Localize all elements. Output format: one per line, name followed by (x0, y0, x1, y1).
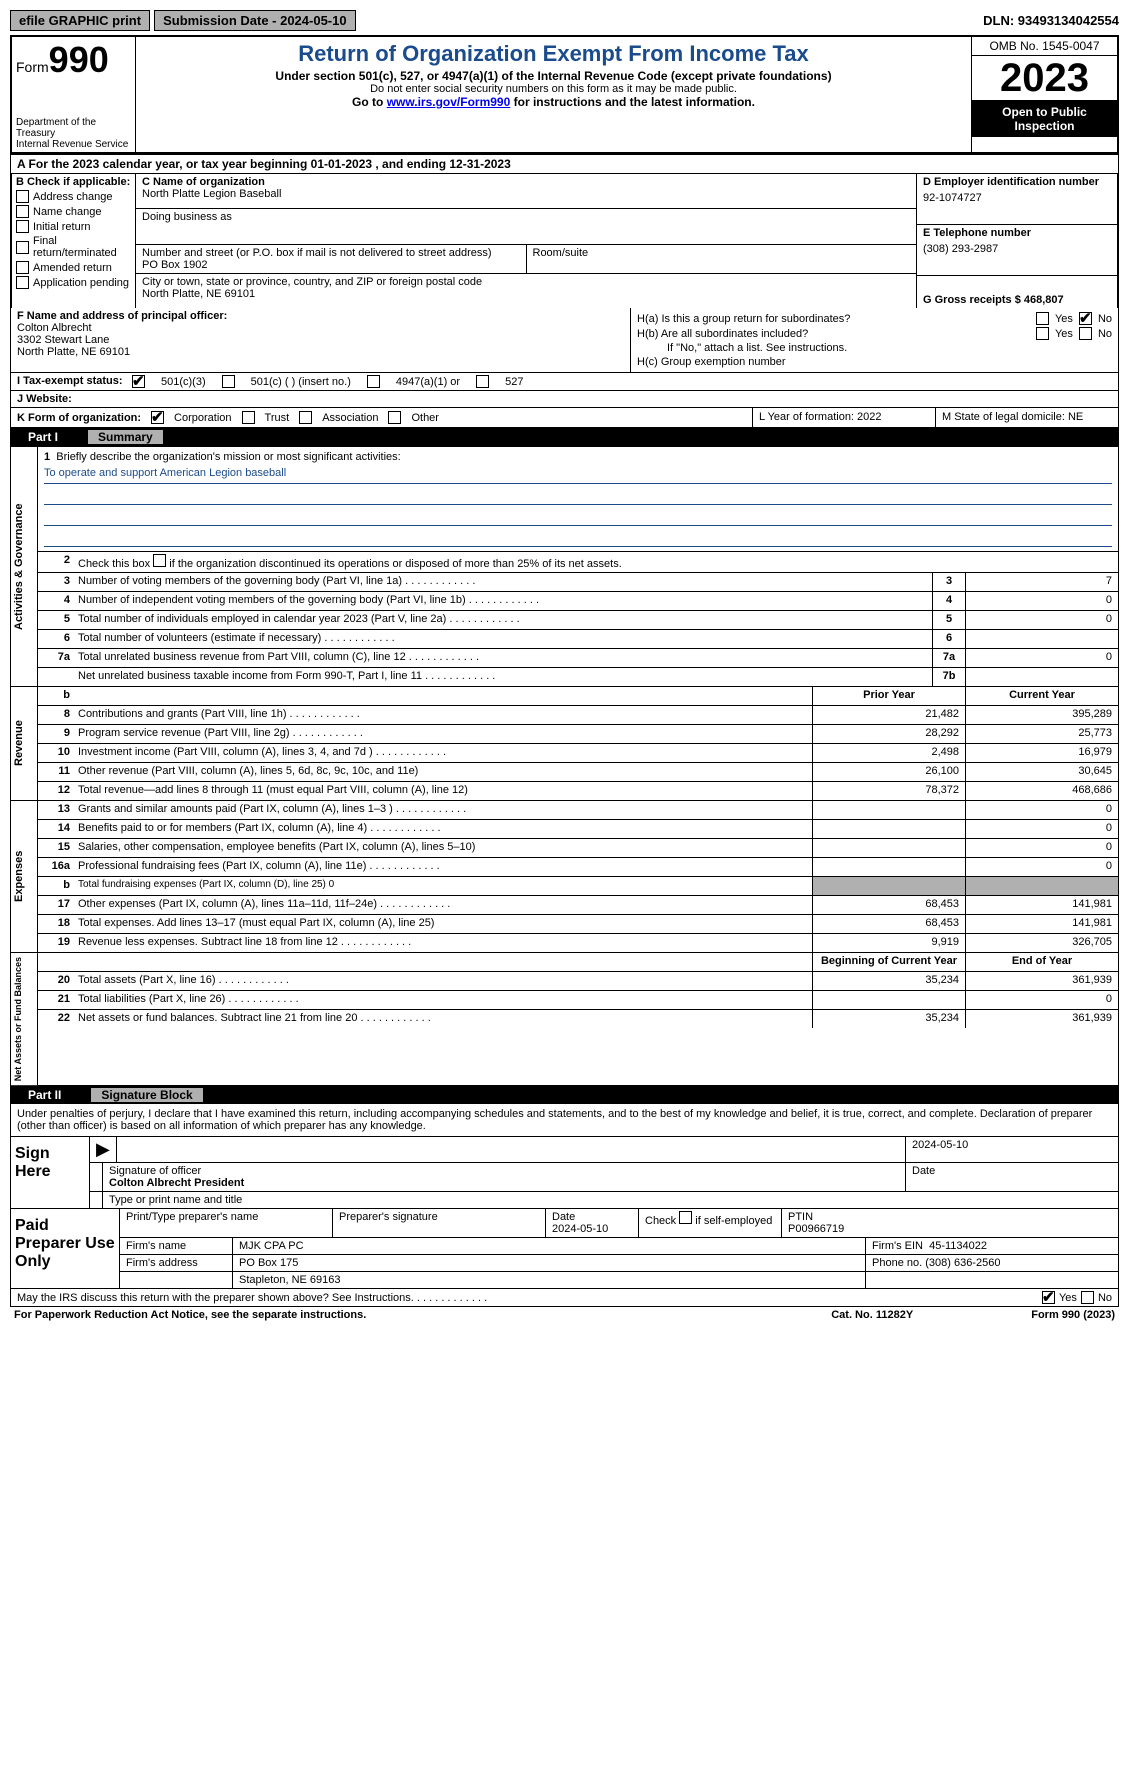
chk-trust[interactable] (242, 411, 255, 424)
line-1: 1 Briefly describe the organization's mi… (38, 447, 1118, 552)
box-m: M State of legal domicile: NE (936, 408, 1118, 427)
org-address: PO Box 1902 (142, 259, 520, 271)
header-sub3: Go to www.irs.gov/Form990 for instructio… (144, 95, 963, 109)
paid-preparer-label: Paid Preparer Use Only (11, 1209, 120, 1288)
line-a: A For the 2023 calendar year, or tax yea… (10, 155, 1119, 174)
header-sub2: Do not enter social security numbers on … (144, 83, 963, 95)
box-f: F Name and address of principal officer:… (11, 308, 630, 372)
tax-year: 2023 (972, 56, 1117, 101)
form-header: Form990 Department of the TreasuryIntern… (10, 35, 1119, 155)
governance-section: Activities & Governance 1 Briefly descri… (10, 446, 1119, 687)
chk-initial-return[interactable] (16, 220, 29, 233)
chk-discuss-yes[interactable] (1042, 1291, 1055, 1304)
date-value: 2024-05-10 (906, 1137, 1118, 1162)
box-d: D Employer identification number 92-1074… (916, 174, 1117, 308)
net-assets-section: Net Assets or Fund Balances Beginning of… (10, 953, 1119, 1086)
chk-amended[interactable] (16, 261, 29, 274)
irs-link[interactable]: www.irs.gov/Form990 (387, 95, 511, 109)
chk-final-return[interactable] (16, 241, 29, 254)
telephone: (308) 293-2987 (923, 239, 1111, 255)
chk-corp[interactable] (151, 411, 164, 424)
ein-value: 92-1074727 (923, 188, 1111, 204)
chk-assoc[interactable] (299, 411, 312, 424)
form-title: Return of Organization Exempt From Incom… (144, 41, 963, 67)
chk-501c[interactable] (222, 375, 235, 388)
header-left: Form990 Department of the TreasuryIntern… (12, 37, 136, 152)
discuss-row: May the IRS discuss this return with the… (10, 1289, 1119, 1307)
chk-name-change[interactable] (16, 205, 29, 218)
chk-ha-yes[interactable] (1036, 312, 1049, 325)
form-footer-label: Form 990 (2023) (1031, 1309, 1115, 1321)
chk-address-change[interactable] (16, 190, 29, 203)
chk-hb-yes[interactable] (1036, 327, 1049, 340)
dln-label: DLN: 93493134042554 (983, 13, 1119, 28)
chk-hb-no[interactable] (1079, 327, 1092, 340)
chk-discuss-no[interactable] (1081, 1291, 1094, 1304)
mission-text: To operate and support American Legion b… (44, 467, 1112, 484)
org-city: North Platte, NE 69101 (142, 288, 910, 300)
sign-here-label: Sign Here (11, 1137, 90, 1208)
header-mid: Return of Organization Exempt From Incom… (136, 37, 971, 152)
chk-other[interactable] (388, 411, 401, 424)
header-sub1: Under section 501(c), 527, or 4947(a)(1)… (144, 69, 963, 83)
chk-527[interactable] (476, 375, 489, 388)
arrow-icon: ▶ (90, 1137, 117, 1162)
part-2-header: Part II Signature Block (10, 1086, 1119, 1104)
chk-self-employed[interactable] (679, 1211, 692, 1224)
chk-line2[interactable] (153, 554, 166, 567)
efile-print-button[interactable]: efile GRAPHIC print (10, 10, 150, 31)
box-k: K Form of organization: Corporation Trus… (11, 408, 753, 427)
perjury-statement: Under penalties of perjury, I declare th… (10, 1104, 1119, 1137)
chk-4947[interactable] (367, 375, 380, 388)
header-right: OMB No. 1545-0047 2023 Open to Public In… (971, 37, 1117, 152)
chk-app-pending[interactable] (16, 276, 29, 289)
box-l: L Year of formation: 2022 (753, 408, 936, 427)
part-1-header: Part I Summary (10, 428, 1119, 446)
revenue-section: Revenue bPrior YearCurrent Year 8Contrib… (10, 687, 1119, 801)
row-klm: K Form of organization: Corporation Trus… (10, 408, 1119, 428)
bottom-line: For Paperwork Reduction Act Notice, see … (10, 1307, 1119, 1323)
revenue-label: Revenue (11, 687, 38, 800)
expenses-section: Expenses 13Grants and similar amounts pa… (10, 801, 1119, 953)
chk-ha-no[interactable] (1079, 312, 1092, 325)
sign-here-block: Sign Here ▶ 2024-05-10 Signature of offi… (10, 1137, 1119, 1209)
net-assets-label: Net Assets or Fund Balances (11, 953, 38, 1085)
box-h: H(a) Is this a group return for subordin… (630, 308, 1118, 372)
omb-number: OMB No. 1545-0047 (972, 37, 1117, 56)
box-b: B Check if applicable: Address change Na… (12, 174, 136, 308)
chk-501c3[interactable] (132, 375, 145, 388)
expenses-label: Expenses (11, 801, 38, 952)
row-j: J Website: (10, 391, 1119, 408)
top-bar: efile GRAPHIC print Submission Date - 20… (10, 10, 1119, 31)
governance-label: Activities & Governance (11, 447, 38, 686)
submission-date: Submission Date - 2024-05-10 (154, 10, 356, 31)
row-fh: F Name and address of principal officer:… (10, 308, 1119, 373)
section-bcd: B Check if applicable: Address change Na… (10, 174, 1119, 308)
gross-receipts: G Gross receipts $ 468,807 (923, 294, 1111, 306)
paid-preparer-block: Paid Preparer Use Only Print/Type prepar… (10, 1209, 1119, 1289)
org-name: North Platte Legion Baseball (142, 188, 910, 200)
row-i: I Tax-exempt status: 501(c)(3) 501(c) ( … (10, 373, 1119, 391)
dept-label: Department of the TreasuryInternal Reven… (16, 117, 135, 150)
open-public: Open to Public Inspection (972, 101, 1117, 137)
box-c: C Name of organization North Platte Legi… (136, 174, 916, 308)
